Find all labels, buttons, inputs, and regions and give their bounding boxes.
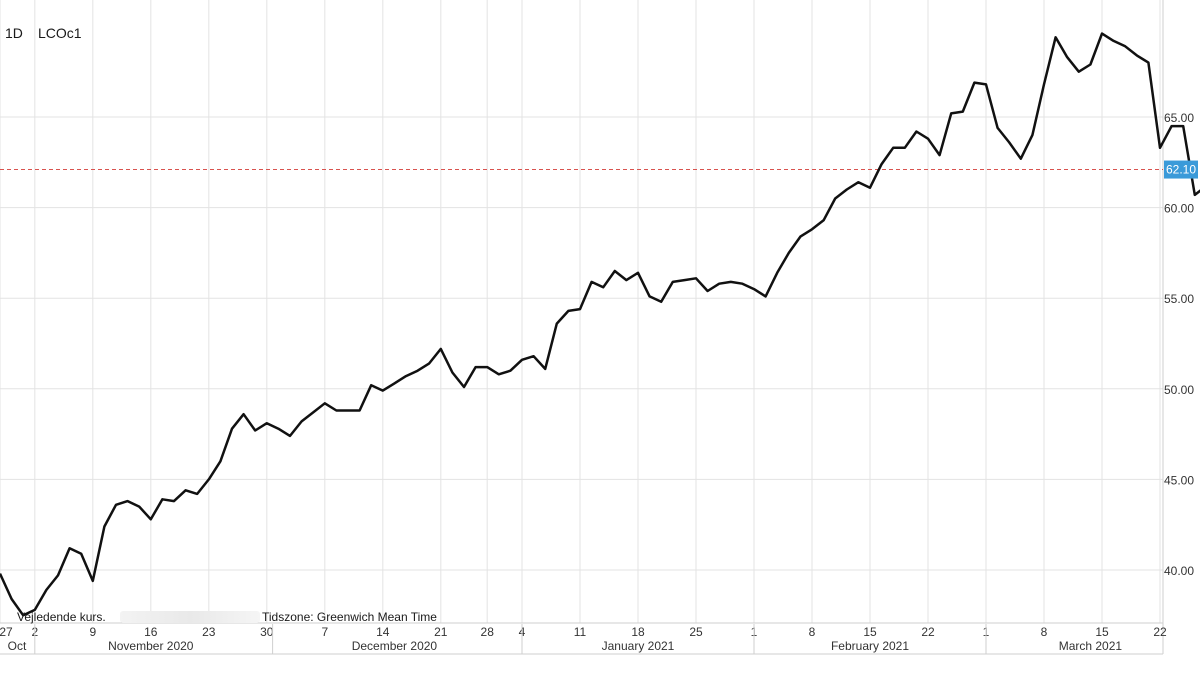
price-tick-label: 55.00	[1164, 292, 1194, 306]
day-tick-label: 14	[376, 625, 390, 639]
day-tick-label: 8	[809, 625, 816, 639]
day-tick-label: 22	[1153, 625, 1167, 639]
redacted-text	[120, 611, 260, 623]
month-label: January 2021	[602, 639, 675, 653]
day-tick-label: 22	[921, 625, 935, 639]
price-tick-label: 60.00	[1164, 202, 1194, 216]
interval-label[interactable]: 1D	[5, 25, 23, 41]
price-series-line	[0, 32, 1200, 617]
price-tick-label: 40.00	[1164, 564, 1194, 578]
month-label: Oct	[8, 639, 27, 653]
month-dividers	[0, 624, 1163, 655]
symbol-label[interactable]: LCOc1	[38, 25, 82, 41]
day-tick-label: 18	[631, 625, 645, 639]
day-tick-label: 25	[689, 625, 703, 639]
day-tick-label: 23	[202, 625, 216, 639]
vertical-gridlines	[0, 0, 1161, 623]
day-tick-label: 15	[1095, 625, 1109, 639]
day-tick-label: 8	[1041, 625, 1048, 639]
day-tick-label: 9	[89, 625, 96, 639]
indicative-price-note: Vejledende kurs.	[17, 610, 106, 624]
day-tick-label: 28	[481, 625, 495, 639]
price-tick-label: 65.00	[1164, 111, 1194, 125]
day-tick-label: 27	[0, 625, 13, 639]
day-tick-label: 15	[863, 625, 877, 639]
month-label: February 2021	[831, 639, 909, 653]
price-tick-label: 50.00	[1164, 383, 1194, 397]
day-tick-label: 11	[574, 625, 587, 639]
date-axis-month-labels: Oct November 2020 December 2020 January 202…	[8, 639, 1123, 653]
current-price-badge: 62.10	[1164, 160, 1198, 179]
month-label: March 2021	[1059, 639, 1123, 653]
month-label: December 2020	[352, 639, 438, 653]
day-tick-label: 16	[144, 625, 158, 639]
price-axis-labels: 40.00 45.00 50.00 55.00 60.00 65.00	[1164, 111, 1194, 578]
timezone-label: Tidszone: Greenwich Mean Time	[262, 610, 437, 624]
day-tick-label: 21	[434, 625, 448, 639]
date-axis-day-labels: 272916233071421284111825181522181522	[0, 625, 1167, 639]
horizontal-gridlines	[0, 116, 1163, 571]
current-price-label: 62.10	[1166, 163, 1196, 177]
current-price-badge-bg	[1164, 160, 1198, 179]
price-tick-label: 45.00	[1164, 473, 1194, 487]
month-label: November 2020	[108, 639, 194, 653]
day-tick-label: 30	[260, 625, 274, 639]
day-tick-label: 7	[321, 625, 328, 639]
